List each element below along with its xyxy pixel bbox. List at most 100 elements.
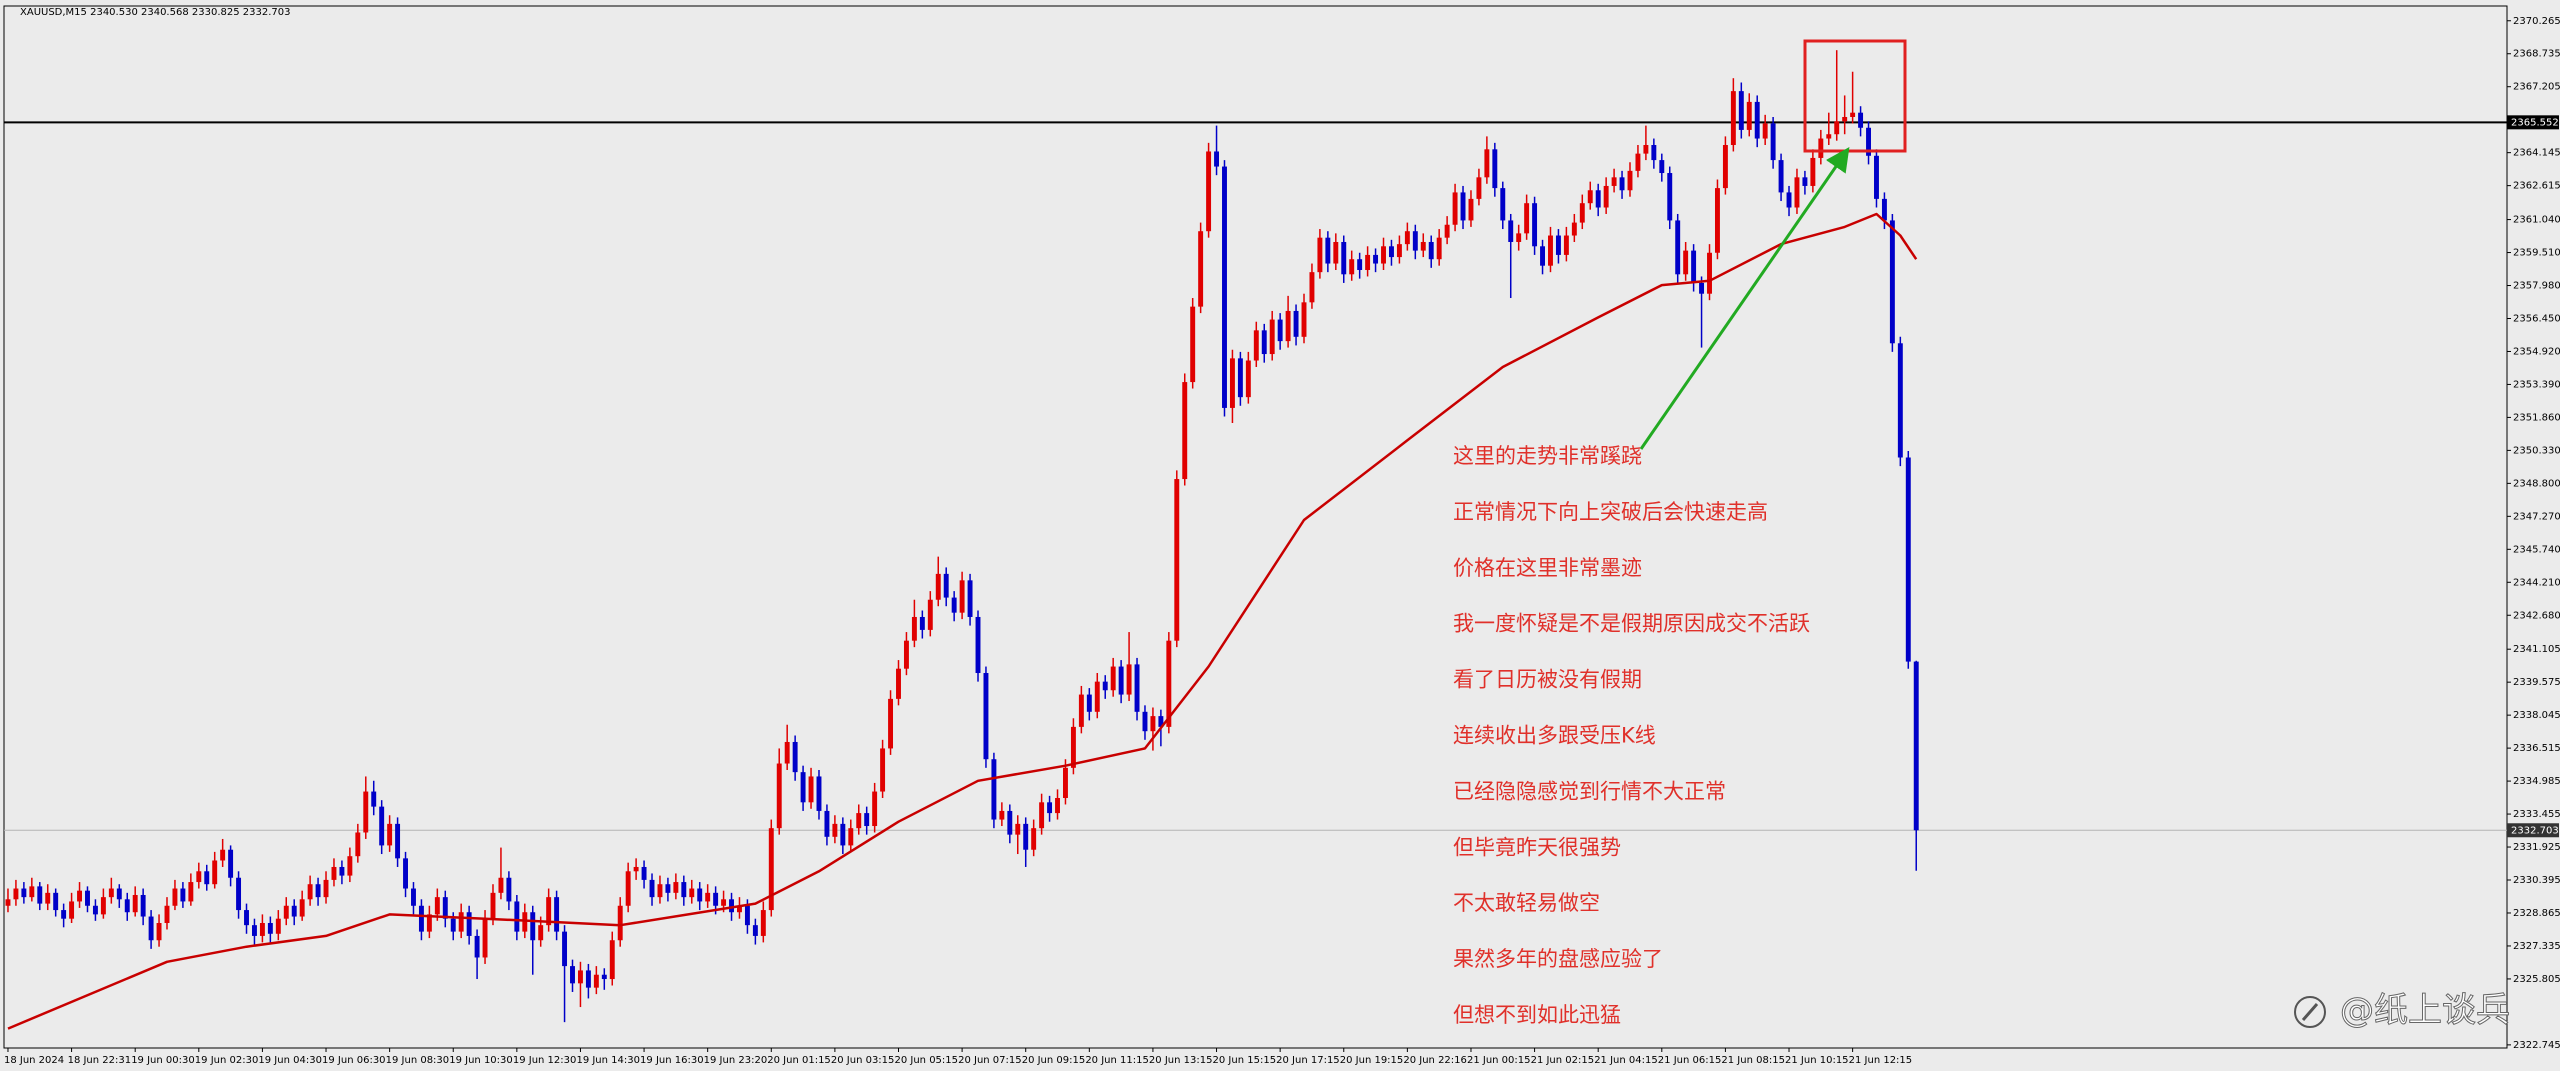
candle-body <box>1277 319 1283 342</box>
y-tick-label: 2344.210 <box>2513 577 2560 588</box>
x-tick-label: 20 Jun 05:15 <box>894 1055 958 1066</box>
y-tick-label: 2339.575 <box>2513 677 2560 688</box>
price-label: 2365.552 <box>2511 117 2559 128</box>
annotation: 价格在这里非常墨迹 <box>1453 556 1642 580</box>
annotation: 但想不到如此迅猛 <box>1453 1003 1621 1027</box>
candle-body <box>1492 149 1498 189</box>
candle-body <box>657 884 663 898</box>
candle-body <box>1571 222 1577 236</box>
candle-body <box>395 823 401 859</box>
candle-body <box>1500 188 1506 221</box>
candle-body <box>1874 155 1879 199</box>
y-tick-label: 2351.860 <box>2513 412 2560 423</box>
candle-body <box>1118 666 1124 695</box>
candle-body <box>100 897 106 915</box>
candle-body <box>1317 237 1323 273</box>
candle-body <box>776 763 782 829</box>
candle-body <box>1722 145 1728 189</box>
candle-body <box>196 871 202 883</box>
y-tick-label: 2341.105 <box>2513 644 2560 655</box>
candle-body <box>1055 798 1060 814</box>
watermark-logo <box>2294 996 2326 1028</box>
price-label-bg <box>2507 823 2559 838</box>
candle-body <box>1285 310 1291 342</box>
candle-body <box>1404 231 1410 245</box>
candle-body <box>1078 694 1084 727</box>
candle-body <box>585 970 591 988</box>
y-tick-label: 2364.145 <box>2513 148 2560 159</box>
candle-body <box>124 899 130 913</box>
x-tick-label: 20 Jun 03:15 <box>831 1055 895 1066</box>
annotation: 但毕竟昨天很强势 <box>1453 835 1621 859</box>
candle-body <box>991 759 997 820</box>
y-tick-label: 2359.510 <box>2513 248 2560 259</box>
candle-body <box>411 888 416 906</box>
y-tick-label: 2348.800 <box>2513 478 2560 489</box>
candle-body <box>442 897 448 919</box>
y-tick-label: 2357.980 <box>2513 281 2560 292</box>
x-tick-label: 20 Jun 11:15 <box>1085 1055 1149 1066</box>
x-tick-label: 19 Jun 02:30 <box>195 1055 259 1066</box>
watermark: @纸上谈兵 <box>2340 991 2510 1031</box>
y-tick-label: 2336.515 <box>2513 743 2560 754</box>
candle-body <box>1579 203 1585 223</box>
candle-body <box>1897 343 1903 458</box>
y-tick-label: 2353.390 <box>2513 379 2560 390</box>
candle-body <box>1094 681 1100 712</box>
candle-body <box>609 940 615 980</box>
candle-body <box>1309 272 1315 303</box>
candle-body <box>1150 716 1156 732</box>
candle-body <box>927 599 933 630</box>
annotation: 正常情况下向上突破后会快速走高 <box>1453 500 1768 524</box>
y-tick-label: 2342.680 <box>2513 610 2560 621</box>
candle-body <box>347 856 353 876</box>
candle-body <box>1524 203 1530 234</box>
candle-body <box>768 828 774 911</box>
candle-body <box>1563 235 1569 255</box>
candle-body <box>625 871 631 906</box>
x-tick-label: 19 Jun 12:30 <box>513 1055 577 1066</box>
x-tick-label: 21 Jun 02:15 <box>1531 1055 1595 1066</box>
candle-body <box>482 918 488 958</box>
candle-body <box>1396 244 1402 258</box>
candle-body <box>1587 190 1593 204</box>
candle-body <box>689 888 695 898</box>
y-tick-label: 2322.745 <box>2513 1040 2560 1051</box>
candle-body <box>1436 237 1442 260</box>
candle-body <box>943 573 949 598</box>
y-tick-label: 2356.450 <box>2513 313 2560 324</box>
candle-body <box>1222 166 1227 408</box>
candle-body <box>85 890 90 906</box>
y-tick-label: 2338.045 <box>2513 710 2560 721</box>
x-tick-label: 20 Jun 22:16 <box>1403 1055 1467 1066</box>
candle-body <box>1190 306 1196 383</box>
candle-body <box>188 882 194 902</box>
x-tick-label: 19 Jun 23:20 <box>704 1055 768 1066</box>
candle-body <box>259 923 265 936</box>
candle-body <box>506 877 512 902</box>
candle-body <box>251 925 257 936</box>
candle-body <box>116 888 122 900</box>
candle-body <box>323 879 329 898</box>
candle-body <box>29 886 35 898</box>
candle-body <box>1166 640 1172 727</box>
candle-body <box>1365 254 1371 271</box>
candle-body <box>1699 282 1705 294</box>
candle-body <box>1762 123 1768 139</box>
candle-body <box>593 974 599 988</box>
candle-body <box>204 871 210 885</box>
y-tick-label: 2330.395 <box>2513 875 2560 886</box>
candle-body <box>601 974 607 980</box>
candle-body <box>705 892 711 902</box>
y-tick-label: 2331.925 <box>2513 842 2560 853</box>
candle-body <box>1015 823 1021 835</box>
candle-body <box>673 882 679 893</box>
x-tick-label: 21 Jun 08:15 <box>1721 1055 1785 1066</box>
candle-body <box>244 910 249 926</box>
candle-body <box>387 823 393 846</box>
candle-body <box>1039 802 1045 829</box>
candle-body <box>538 925 544 941</box>
candle-body <box>562 931 568 967</box>
